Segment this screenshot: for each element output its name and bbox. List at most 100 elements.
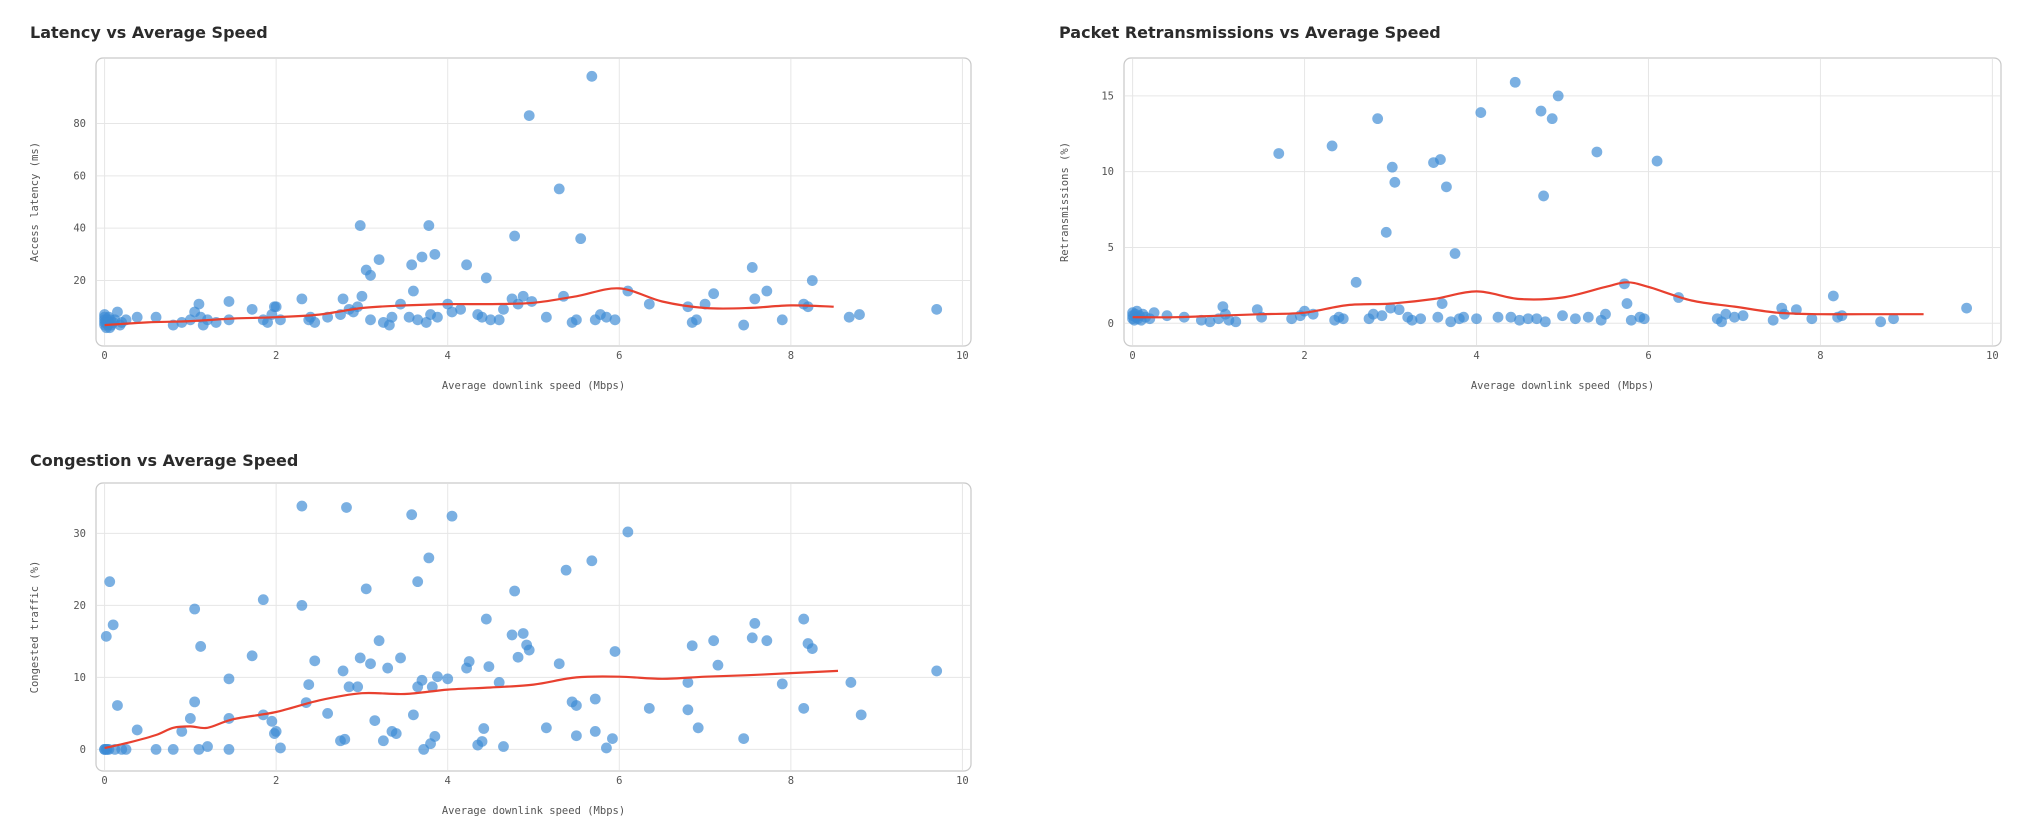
data-point <box>352 681 364 693</box>
data-point <box>167 744 179 755</box>
y-tick-label: 80 <box>73 118 86 130</box>
y-axis-label: Retransmissions (%) <box>1059 142 1071 262</box>
plot-area <box>1123 57 2002 347</box>
data-point <box>1582 311 1594 323</box>
data-point <box>412 576 424 588</box>
data-point <box>738 319 750 331</box>
data-point <box>270 726 282 737</box>
data-point <box>365 314 376 326</box>
x-tick-label: 10 <box>956 775 969 787</box>
scatter-plot-retransmissions: 0 2 4 6 8 10 0 5 10 15 Average downlink speed (Mbp… <box>1059 57 2002 392</box>
x-tick-label: 0 <box>1129 350 1135 362</box>
data-point <box>309 655 321 667</box>
data-point <box>131 311 143 323</box>
data-point <box>485 314 497 326</box>
data-point <box>1389 176 1401 188</box>
data-point <box>257 594 269 606</box>
data-point <box>432 311 443 323</box>
data-point <box>1441 181 1452 193</box>
data-point <box>189 603 201 615</box>
data-point <box>1273 148 1285 159</box>
data-point <box>403 311 415 323</box>
data-point <box>112 700 123 711</box>
data-point <box>339 733 351 745</box>
data-point <box>712 659 724 671</box>
data-point <box>395 652 406 664</box>
data-point <box>749 293 761 305</box>
data-point <box>931 303 943 315</box>
data-point <box>131 724 143 736</box>
data-point <box>354 220 366 231</box>
y-tick-label: 60 <box>73 170 86 182</box>
data-point <box>806 643 818 654</box>
data-point <box>266 715 278 727</box>
data-point <box>845 677 857 688</box>
panel-congestion: Congestion vs Average Speed 0 2 4 6 8 10 0 10 20… <box>0 425 990 831</box>
data-point <box>343 681 355 693</box>
y-tick-label: 30 <box>73 528 86 540</box>
data-point <box>390 728 402 739</box>
data-point <box>1539 316 1551 328</box>
data-point <box>446 306 458 318</box>
data-point <box>601 311 612 323</box>
data-point <box>738 733 750 744</box>
y-tick-label: 10 <box>1101 166 1114 178</box>
data-point <box>523 110 535 121</box>
data-point <box>607 733 618 744</box>
data-point <box>100 630 112 642</box>
x-tick-label: 0 <box>101 775 107 787</box>
panel-retransmissions: Packet Retransmissions vs Average Speed … <box>1030 0 2030 415</box>
data-point <box>176 726 188 737</box>
data-point <box>246 303 258 315</box>
data-point <box>570 700 582 711</box>
data-point <box>423 220 435 231</box>
data-point <box>746 632 758 644</box>
data-point <box>150 311 162 323</box>
data-point <box>223 744 235 755</box>
data-point <box>843 311 855 323</box>
chart-title-latency: Latency vs Average Speed <box>30 23 268 42</box>
data-point <box>478 723 490 734</box>
data-point <box>1148 307 1160 319</box>
trend-line <box>1132 281 1924 319</box>
data-point <box>1720 308 1732 320</box>
data-point <box>1535 105 1547 117</box>
x-tick-label: 8 <box>788 350 794 362</box>
data-point <box>1432 311 1444 323</box>
data-point <box>1386 161 1398 173</box>
data-point <box>1591 146 1603 158</box>
data-point <box>570 314 582 326</box>
data-point <box>416 674 428 686</box>
data-point <box>365 658 376 670</box>
data-point <box>609 314 621 326</box>
data-point <box>512 651 524 663</box>
data-point <box>193 298 205 310</box>
data-point <box>798 613 810 625</box>
x-tick-label: 4 <box>1473 350 1479 362</box>
data-point <box>589 726 601 737</box>
data-point <box>360 583 372 595</box>
x-tick-label: 10 <box>1986 350 1999 362</box>
scatter-plot-latency: 0 2 4 6 8 10 20 40 60 80 Average downlink speed (M… <box>29 57 972 392</box>
data-point <box>1475 107 1487 118</box>
data-point <box>107 619 119 631</box>
x-axis-label: Average downlink speed (Mbps) <box>442 805 625 817</box>
data-point <box>1445 316 1457 328</box>
data-point <box>517 628 529 639</box>
data-point <box>1436 298 1448 309</box>
data-point <box>776 314 788 326</box>
data-point <box>1367 308 1379 320</box>
data-point <box>195 641 207 652</box>
data-point <box>442 673 454 685</box>
data-point <box>120 744 132 755</box>
data-point <box>386 311 398 323</box>
y-tick-label: 15 <box>1101 90 1114 102</box>
y-tick-label: 10 <box>73 672 86 684</box>
data-point <box>246 650 258 662</box>
data-point <box>480 272 492 284</box>
y-tick-label: 20 <box>73 275 86 287</box>
data-point <box>1449 248 1461 259</box>
data-point <box>463 656 475 667</box>
data-point <box>1552 90 1564 102</box>
x-tick-label: 6 <box>616 775 622 787</box>
